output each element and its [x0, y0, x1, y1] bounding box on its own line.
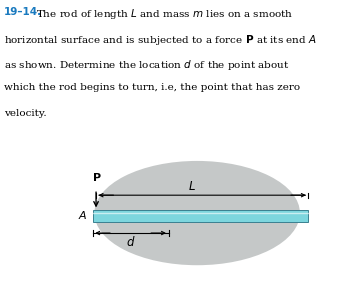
Text: $d$: $d$	[126, 235, 135, 249]
Bar	[93, 210, 308, 222]
Text: 19–14.: 19–14.	[4, 7, 42, 18]
Text: $A$: $A$	[78, 209, 87, 221]
Text: $L$: $L$	[188, 180, 195, 193]
Text: which the rod begins to turn, i.e, the point that has zero: which the rod begins to turn, i.e, the p…	[4, 83, 300, 92]
Text: horizontal surface and is subjected to a force $\mathbf{P}$ at its end $A$: horizontal surface and is subjected to a…	[4, 33, 317, 47]
Text: velocity.: velocity.	[4, 109, 47, 118]
Ellipse shape	[94, 161, 300, 265]
Text: The rod of length $L$ and mass $m$ lies on a smooth: The rod of length $L$ and mass $m$ lies …	[36, 7, 294, 21]
Text: as shown. Determine the location $d$ of the point about: as shown. Determine the location $d$ of …	[4, 58, 289, 72]
Text: $\mathbf{P}$: $\mathbf{P}$	[92, 171, 101, 183]
